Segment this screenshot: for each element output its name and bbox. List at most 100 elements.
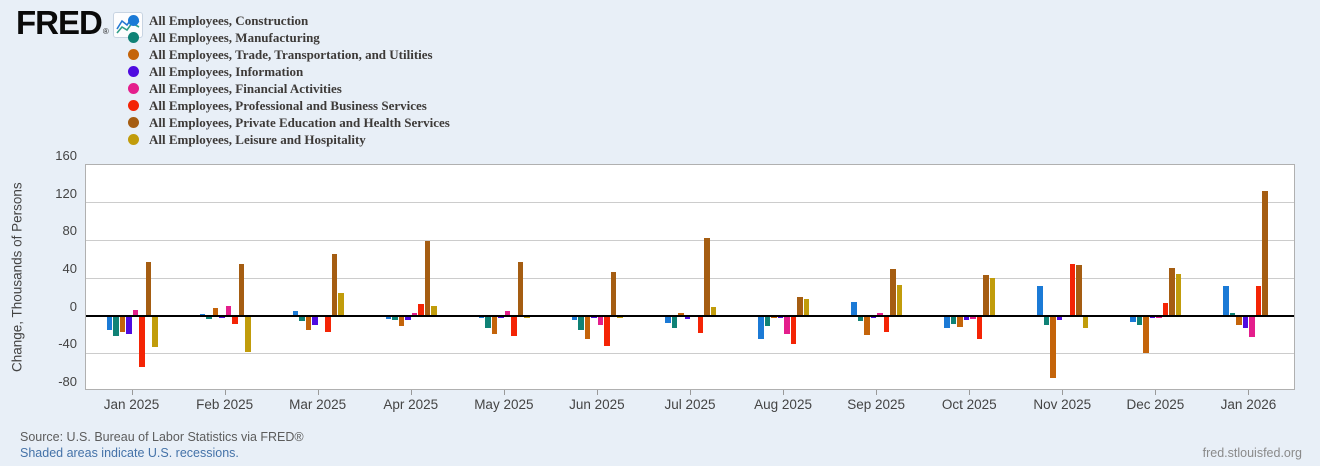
bar[interactable] xyxy=(684,315,690,320)
bar[interactable] xyxy=(957,315,963,327)
bar[interactable] xyxy=(771,315,777,319)
bar[interactable] xyxy=(485,315,491,328)
bar[interactable] xyxy=(212,308,219,316)
bar[interactable] xyxy=(710,307,716,316)
bar[interactable] xyxy=(113,315,119,337)
bar[interactable] xyxy=(864,315,870,336)
bar[interactable] xyxy=(491,315,498,335)
bar[interactable] xyxy=(963,315,970,321)
bar[interactable] xyxy=(764,315,771,326)
bar[interactable] xyxy=(139,315,145,368)
bar[interactable] xyxy=(857,315,864,322)
x-tick-mark xyxy=(410,390,412,395)
bar[interactable] xyxy=(398,315,405,326)
bar[interactable] xyxy=(312,315,318,326)
bar[interactable] xyxy=(1136,315,1143,326)
bar[interactable] xyxy=(604,315,610,346)
bar[interactable] xyxy=(704,238,710,316)
bar[interactable] xyxy=(1076,264,1082,316)
bar[interactable] xyxy=(797,296,803,316)
bar[interactable] xyxy=(1249,315,1255,338)
bar[interactable] xyxy=(392,315,398,321)
bar[interactable] xyxy=(578,315,584,330)
bar[interactable] xyxy=(1043,315,1050,326)
bar[interactable] xyxy=(504,310,511,316)
bar[interactable] xyxy=(325,315,331,332)
bar[interactable] xyxy=(896,284,903,316)
bar[interactable] xyxy=(1236,315,1242,326)
bar[interactable] xyxy=(206,315,212,320)
bar[interactable] xyxy=(970,315,976,320)
bar[interactable] xyxy=(1143,315,1149,354)
bar[interactable] xyxy=(944,315,950,328)
legend-item: All Employees, Professional and Business… xyxy=(128,97,450,114)
fred-logo[interactable]: FRED ® xyxy=(16,6,143,40)
x-tick-label: Aug 2025 xyxy=(754,397,812,412)
bar[interactable] xyxy=(1162,303,1169,316)
bar[interactable] xyxy=(299,315,305,322)
bar[interactable] xyxy=(597,315,604,326)
site-link[interactable]: fred.stlouisfed.org xyxy=(1202,446,1302,460)
bar[interactable] xyxy=(225,306,232,316)
bar[interactable] xyxy=(665,315,671,324)
bar[interactable] xyxy=(1056,315,1063,321)
bar[interactable] xyxy=(671,315,677,328)
bar[interactable] xyxy=(571,315,578,321)
bar[interactable] xyxy=(610,272,617,316)
bar[interactable] xyxy=(1255,285,1262,316)
bar[interactable] xyxy=(758,315,764,340)
bar[interactable] xyxy=(152,315,158,347)
bar[interactable] xyxy=(338,293,344,316)
bar[interactable] xyxy=(385,315,392,320)
bar[interactable] xyxy=(1242,315,1249,328)
bar[interactable] xyxy=(784,315,790,335)
bar[interactable] xyxy=(292,310,299,316)
bar[interactable] xyxy=(591,315,597,319)
bar[interactable] xyxy=(517,261,524,316)
bar[interactable] xyxy=(232,315,238,325)
bar[interactable] xyxy=(219,315,225,319)
bar[interactable] xyxy=(790,315,797,344)
recession-note-link[interactable]: Shaded areas indicate U.S. recessions. xyxy=(20,446,239,460)
bar[interactable] xyxy=(132,310,139,316)
bar[interactable] xyxy=(106,315,113,330)
bar[interactable] xyxy=(877,312,883,316)
bar[interactable] xyxy=(1175,274,1182,316)
bar[interactable] xyxy=(617,315,623,319)
bar[interactable] xyxy=(405,315,411,321)
bar[interactable] xyxy=(119,315,126,332)
bar[interactable] xyxy=(1130,315,1136,323)
bar[interactable] xyxy=(851,302,857,316)
bar[interactable] xyxy=(418,304,424,316)
bar[interactable] xyxy=(803,298,810,316)
bar[interactable] xyxy=(478,315,485,319)
bar[interactable] xyxy=(1169,267,1175,316)
bar[interactable] xyxy=(1069,263,1076,316)
bar[interactable] xyxy=(1262,191,1268,316)
bar[interactable] xyxy=(411,312,418,316)
bar[interactable] xyxy=(950,315,957,325)
bar[interactable] xyxy=(890,268,896,316)
bar[interactable] xyxy=(126,315,132,335)
bar[interactable] xyxy=(1082,315,1089,328)
bar[interactable] xyxy=(883,315,890,332)
bar[interactable] xyxy=(989,278,996,316)
bar[interactable] xyxy=(1149,315,1156,319)
bar[interactable] xyxy=(431,306,437,316)
bar[interactable] xyxy=(697,315,703,333)
bar[interactable] xyxy=(1223,286,1229,316)
bar[interactable] xyxy=(976,315,983,340)
bar[interactable] xyxy=(1050,315,1056,378)
bar[interactable] xyxy=(245,315,251,353)
bar[interactable] xyxy=(584,315,591,340)
bar[interactable] xyxy=(331,254,338,316)
bar[interactable] xyxy=(145,261,152,316)
bar[interactable] xyxy=(678,312,684,316)
bar[interactable] xyxy=(305,315,312,330)
bar[interactable] xyxy=(983,275,989,316)
bar[interactable] xyxy=(1229,312,1236,316)
bar[interactable] xyxy=(424,241,431,316)
bar[interactable] xyxy=(238,263,245,316)
bar[interactable] xyxy=(511,315,517,337)
bar[interactable] xyxy=(1037,285,1043,316)
